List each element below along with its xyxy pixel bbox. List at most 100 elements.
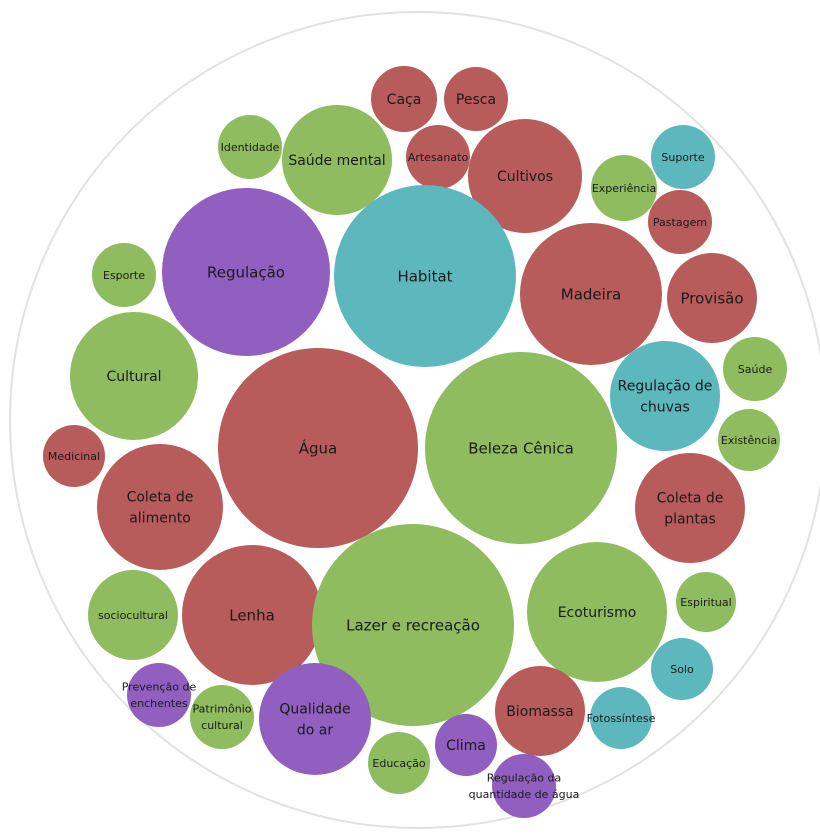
bubble-circle-caca <box>371 66 437 132</box>
bubble-regulacao: Regulação <box>162 188 330 356</box>
bubble-habitat: Habitat <box>334 185 516 367</box>
bubble-circle-saude-mental <box>282 105 392 215</box>
bubble-suporte: Suporte <box>651 125 715 189</box>
bubbles-group: Caça Pesca Identidade Saúde mental Artesanat… <box>43 66 787 818</box>
bubble-patrimonio-cultural: Patrimônio cultural <box>190 685 254 749</box>
bubble-fotossintese: Fotossíntese <box>587 687 656 749</box>
bubble-pesca: Pesca <box>444 67 508 131</box>
bubble-label-sociocultural: sociocultural <box>98 609 168 622</box>
bubble-label-coleta-de-alimento: Coleta de alimento <box>127 489 194 526</box>
bubble-circle-prevencao-de-enchentes <box>127 663 191 727</box>
bubble-cultivos: Cultivos <box>468 119 582 233</box>
bubble-existencia: Existência <box>718 409 780 471</box>
bubble-circle-patrimonio-cultural <box>190 685 254 749</box>
bubble-circle-pesca <box>444 67 508 131</box>
bubble-cultural: Cultural <box>70 312 198 440</box>
bubble-biomassa: Biomassa <box>495 666 585 756</box>
bubble-circle-regulacao-de-chuvas <box>610 341 720 451</box>
bubble-circle-regulacao-da-quantidade-de-agua <box>492 754 556 818</box>
bubble-circle-coleta-de-alimento <box>97 444 223 570</box>
bubble-label-lenha: Lenha <box>229 606 275 624</box>
bubble-saude-mental: Saúde mental <box>282 105 392 215</box>
bubble-circle-cultural <box>70 312 198 440</box>
bubble-circle-sociocultural <box>88 570 178 660</box>
bubble-circle-lazer-e-recreacao <box>312 524 514 726</box>
outer-boundary-circle <box>9 11 820 829</box>
bubble-label-saude-mental: Saúde mental <box>288 153 385 169</box>
bubble-circle-coleta-de-plantas <box>635 453 745 563</box>
bubble-label-regulacao-da-quantidade-de-agua: Regulação da quantidade de água <box>469 772 580 802</box>
bubble-ecoturismo: Ecoturismo <box>527 542 667 682</box>
bubble-label-fotossintese: Fotossíntese <box>587 712 656 725</box>
bubble-circle-lenha <box>182 545 322 685</box>
bubble-esporte: Esporte <box>92 243 156 307</box>
bubble-circle-pastagem <box>648 190 712 254</box>
bubble-label-educacao: Educação <box>372 757 425 770</box>
bubble-madeira: Madeira <box>520 223 662 365</box>
bubble-circle-habitat <box>334 185 516 367</box>
bubble-label-suporte: Suporte <box>661 151 705 164</box>
bubble-circle-suporte <box>651 125 715 189</box>
bubble-circle-madeira <box>520 223 662 365</box>
bubble-label-coleta-de-plantas: Coleta de plantas <box>657 490 724 527</box>
bubble-label-habitat: Habitat <box>397 267 452 285</box>
bubble-circle-provisao <box>667 253 757 343</box>
bubble-artesanato: Artesanato <box>406 125 470 189</box>
bubble-label-regulacao: Regulação <box>207 263 285 281</box>
bubble-circle-medicinal <box>43 425 105 487</box>
bubble-label-caca: Caça <box>387 92 422 108</box>
bubble-qualidade-do-ar: Qualidade do ar <box>259 663 371 775</box>
bubble-beleza-cenica: Beleza Cênica <box>425 352 617 544</box>
bubble-label-existencia: Existência <box>721 434 777 447</box>
bubble-label-cultural: Cultural <box>106 369 161 385</box>
bubble-circle-espiritual <box>676 572 736 632</box>
bubble-coleta-de-alimento: Coleta de alimento <box>97 444 223 570</box>
bubble-label-artesanato: Artesanato <box>408 151 469 164</box>
bubble-label-pastagem: Pastagem <box>653 216 707 229</box>
bubble-circle-fotossintese <box>590 687 652 749</box>
bubble-circle-regulacao <box>162 188 330 356</box>
bubble-label-ecoturismo: Ecoturismo <box>558 605 637 621</box>
bubble-label-beleza-cenica: Beleza Cênica <box>468 439 574 457</box>
bubble-experiencia: Experiência <box>591 155 657 221</box>
bubble-label-agua: Água <box>299 438 337 457</box>
bubble-lenha: Lenha <box>182 545 322 685</box>
bubble-circle-educacao <box>368 732 430 794</box>
bubble-regulacao-de-chuvas: Regulação de chuvas <box>610 341 720 451</box>
bubble-coleta-de-plantas: Coleta de plantas <box>635 453 745 563</box>
bubble-label-prevencao-de-enchentes: Prevenção de enchentes <box>122 681 197 711</box>
bubble-circle-biomassa <box>495 666 585 756</box>
bubble-circle-ecoturismo <box>527 542 667 682</box>
bubble-label-identidade: Identidade <box>221 141 280 154</box>
bubble-educacao: Educação <box>368 732 430 794</box>
bubble-sociocultural: sociocultural <box>88 570 178 660</box>
bubble-caca: Caça <box>371 66 437 132</box>
bubble-pastagem: Pastagem <box>648 190 712 254</box>
bubble-saude: Saúde <box>723 337 787 401</box>
bubble-circle-saude <box>723 337 787 401</box>
bubble-circle-artesanato <box>406 125 470 189</box>
bubble-label-qualidade-do-ar: Qualidade do ar <box>279 701 350 738</box>
bubble-label-espiritual: Espiritual <box>680 596 731 609</box>
bubble-label-madeira: Madeira <box>561 285 621 303</box>
bubble-circle-qualidade-do-ar <box>259 663 371 775</box>
bubble-label-patrimonio-cultural: Patrimônio cultural <box>193 703 252 733</box>
bubble-agua: Água <box>218 348 418 548</box>
bubble-label-lazer-e-recreacao: Lazer e recreação <box>346 616 480 634</box>
bubble-provisao: Provisão <box>667 253 757 343</box>
bubble-label-pesca: Pesca <box>456 92 496 108</box>
bubble-solo: Solo <box>651 638 713 700</box>
bubble-label-esporte: Esporte <box>103 269 145 282</box>
bubble-label-solo: Solo <box>670 663 694 676</box>
bubble-circle-cultivos <box>468 119 582 233</box>
bubble-circle-esporte <box>92 243 156 307</box>
bubble-medicinal: Medicinal <box>43 425 105 487</box>
bubble-circle-agua <box>218 348 418 548</box>
bubble-label-clima: Clima <box>446 738 486 754</box>
bubble-clima: Clima <box>435 714 497 776</box>
bubble-label-cultivos: Cultivos <box>497 169 553 185</box>
bubble-circle-existencia <box>718 409 780 471</box>
bubble-circle-beleza-cenica <box>425 352 617 544</box>
bubble-label-experiencia: Experiência <box>592 182 656 195</box>
